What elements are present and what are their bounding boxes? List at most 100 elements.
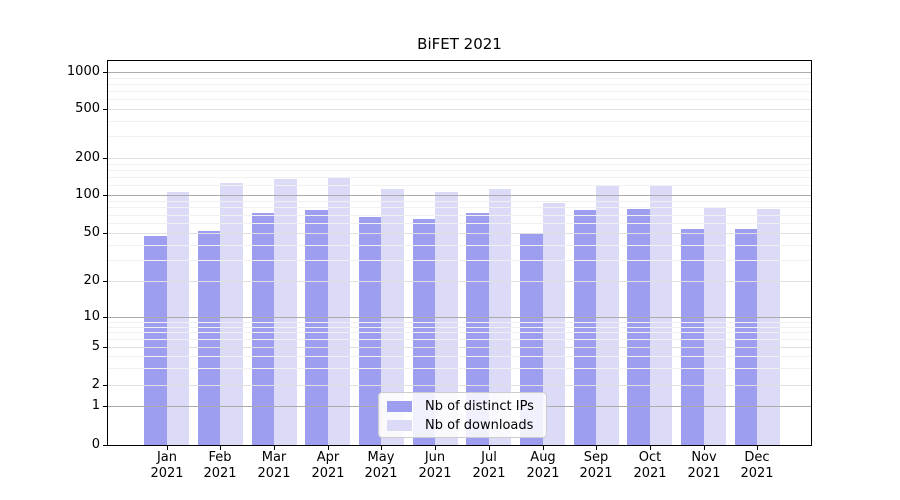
x-tick-month-jun: Jun: [424, 450, 446, 465]
legend-row-distinct-ips: Nb of distinct IPs: [379, 397, 546, 416]
x-tick-month-feb: Feb: [208, 450, 232, 465]
gridline-minor-700: [108, 91, 811, 92]
gridline-minor-140: [108, 177, 811, 178]
x-tick-label-feb: Feb 2021: [185, 450, 255, 482]
x-tick-label-jun: Jun 2021: [400, 450, 470, 482]
y-tick-mark-5: [103, 347, 107, 348]
y-tick-label-200: 200: [75, 150, 100, 165]
y-tick-mark-1: [103, 406, 107, 407]
x-tick-mark-may: [381, 446, 382, 450]
x-tick-label-mar: Mar 2021: [239, 450, 309, 482]
gridline-minor-600: [108, 99, 811, 100]
x-tick-mark-apr: [328, 446, 329, 450]
gridline-minor-7: [108, 332, 811, 333]
gridline-minor-9: [108, 322, 811, 323]
x-tick-year-sep: 2021: [579, 466, 613, 481]
x-tick-mark-jan: [167, 446, 168, 450]
gridline-5: [108, 347, 811, 348]
bar-distinct-ips-mar: [251, 213, 275, 445]
y-tick-mark-0: [103, 445, 107, 446]
gridline-1000: [108, 72, 811, 73]
x-tick-label-apr: Apr 2021: [293, 450, 363, 482]
gridline-minor-80: [108, 207, 811, 208]
x-tick-month-mar: Mar: [261, 450, 287, 465]
x-tick-mark-jul: [489, 446, 490, 450]
y-tick-label-1000: 1000: [66, 64, 100, 79]
gridline-minor-30: [108, 260, 811, 261]
y-tick-label-20: 20: [83, 273, 100, 288]
gridline-minor-3: [108, 368, 811, 369]
x-tick-month-dec: Dec: [744, 450, 770, 465]
x-tick-year-mar: 2021: [257, 466, 291, 481]
distinct-ips-swatch-icon: [387, 401, 412, 412]
bar-distinct-ips-jul: [466, 213, 489, 445]
x-tick-label-aug: Aug 2021: [508, 450, 578, 482]
y-tick-mark-10: [103, 317, 107, 318]
gridline-50: [108, 233, 811, 234]
gridline-2: [108, 385, 811, 386]
y-tick-mark-50: [103, 233, 107, 234]
x-tick-month-jul: Jul: [481, 450, 497, 465]
x-tick-mark-feb: [220, 446, 221, 450]
x-tick-year-may: 2021: [364, 466, 398, 481]
chart-title: BiFET 2021: [417, 35, 502, 53]
y-tick-label-50: 50: [83, 225, 100, 240]
gridline-10: [108, 317, 811, 318]
x-tick-year-jan: 2021: [150, 466, 184, 481]
gridline-minor-6: [108, 339, 811, 340]
bar-downloads-jul: [488, 188, 512, 445]
x-tick-month-aug: Aug: [530, 450, 556, 465]
gridline-minor-160: [108, 170, 811, 171]
bar-downloads-jun: [435, 191, 458, 445]
y-tick-label-100: 100: [75, 187, 100, 202]
x-tick-month-oct: Oct: [638, 450, 662, 465]
gridline-minor-800: [108, 84, 811, 85]
x-tick-mark-mar: [274, 446, 275, 450]
y-tick-mark-1000: [103, 72, 107, 73]
y-tick-mark-2: [103, 385, 107, 386]
bar-downloads-feb: [220, 182, 243, 445]
legend-row-downloads: Nb of downloads: [379, 416, 546, 435]
x-tick-year-apr: 2021: [311, 466, 345, 481]
y-tick-label-500: 500: [75, 101, 100, 116]
x-tick-month-may: May: [367, 450, 395, 465]
x-tick-year-oct: 2021: [633, 466, 667, 481]
gridline-100: [108, 195, 811, 196]
x-tick-label-dec: Dec 2021: [722, 450, 792, 482]
bar-downloads-apr: [327, 177, 351, 445]
bar-distinct-ips-nov: [681, 228, 704, 445]
x-tick-year-feb: 2021: [203, 466, 237, 481]
gridline-20: [108, 281, 811, 282]
gridline-minor-900: [108, 78, 811, 79]
y-tick-label-0: 0: [91, 437, 100, 452]
y-tick-label-2: 2: [91, 377, 100, 392]
x-tick-label-sep: Sep 2021: [561, 450, 631, 482]
x-tick-year-jun: 2021: [418, 466, 452, 481]
x-tick-month-nov: Nov: [691, 450, 717, 465]
x-tick-mark-sep: [596, 446, 597, 450]
y-tick-mark-500: [103, 109, 107, 110]
bar-downloads-jan: [166, 191, 190, 445]
x-tick-month-jan: Jan: [156, 450, 178, 465]
y-tick-mark-100: [103, 195, 107, 196]
x-tick-mark-nov: [704, 446, 705, 450]
bar-downloads-aug: [542, 202, 566, 445]
x-tick-mark-oct: [650, 446, 651, 450]
gridline-minor-400: [108, 121, 811, 122]
y-tick-label-5: 5: [91, 339, 100, 354]
gridline-minor-40: [108, 245, 811, 246]
bar-distinct-ips-may: [358, 216, 382, 445]
x-tick-mark-jun: [435, 446, 436, 450]
bar-distinct-ips-jan: [144, 236, 167, 445]
bar-distinct-ips-dec: [734, 228, 758, 445]
gridline-minor-180: [108, 164, 811, 165]
x-tick-month-sep: Sep: [583, 450, 609, 465]
x-tick-label-nov: Nov 2021: [669, 450, 739, 482]
legend-label-distinct-ips: Nb of distinct IPs: [425, 399, 534, 414]
x-tick-label-oct: Oct 2021: [615, 450, 685, 482]
x-tick-mark-dec: [757, 446, 758, 450]
gridline-minor-300: [108, 136, 811, 137]
x-tick-year-dec: 2021: [740, 466, 774, 481]
x-tick-label-jul: Jul 2021: [454, 450, 524, 482]
